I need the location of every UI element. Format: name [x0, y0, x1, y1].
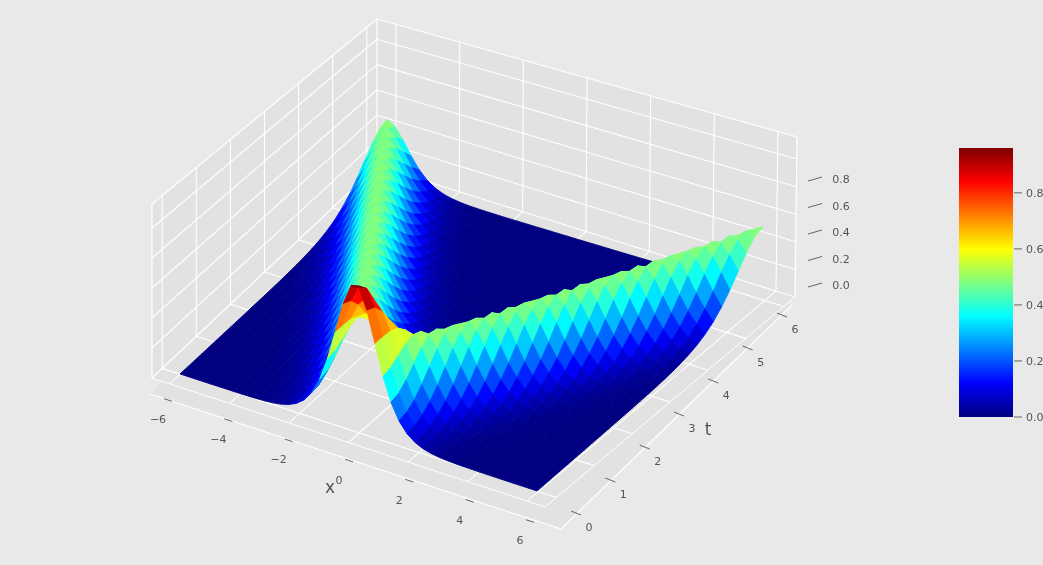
t-tick-label: 0 — [586, 521, 593, 534]
x-tick-label: −6 — [150, 413, 166, 426]
colorbar-tick-label: 0.2 — [1026, 354, 1043, 367]
t-tick-label: 5 — [757, 356, 764, 369]
z-tick-label: 0.8 — [832, 173, 850, 186]
t-axis-label: t — [705, 419, 712, 439]
x-tick-label: 2 — [396, 493, 403, 506]
x-tick-label: −2 — [271, 453, 287, 466]
z-tick-label: 0.0 — [832, 279, 850, 292]
z-tick-label: 0.4 — [832, 226, 850, 239]
t-tick-label: 1 — [620, 488, 627, 501]
z-tick-label: 0.2 — [832, 252, 850, 265]
t-tick-label: 2 — [654, 455, 661, 468]
3d-surface-plot-canvas — [0, 0, 1043, 565]
figure: x t −6 −4 −2 0 2 4 6 0 1 2 3 4 5 6 0.0 0.2 0.4 0.6 0.8 0.0 0… — [0, 0, 1043, 565]
colorbar-tick-label: 0.6 — [1026, 242, 1043, 255]
z-tick-label: 0.6 — [832, 199, 850, 212]
colorbar-tick-label: 0.8 — [1026, 186, 1043, 199]
t-tick-label: 6 — [791, 323, 798, 336]
colorbar-tick-label: 0.0 — [1026, 411, 1043, 424]
x-tick-label: 4 — [456, 513, 463, 526]
t-tick-label: 4 — [723, 389, 730, 402]
x-tick-label: −4 — [210, 433, 226, 446]
x-tick-label: 0 — [335, 473, 342, 486]
x-axis-label: x — [325, 477, 335, 497]
colorbar-tick-label: 0.4 — [1026, 298, 1043, 311]
t-tick-label: 3 — [688, 422, 695, 435]
x-tick-label: 6 — [516, 534, 523, 547]
